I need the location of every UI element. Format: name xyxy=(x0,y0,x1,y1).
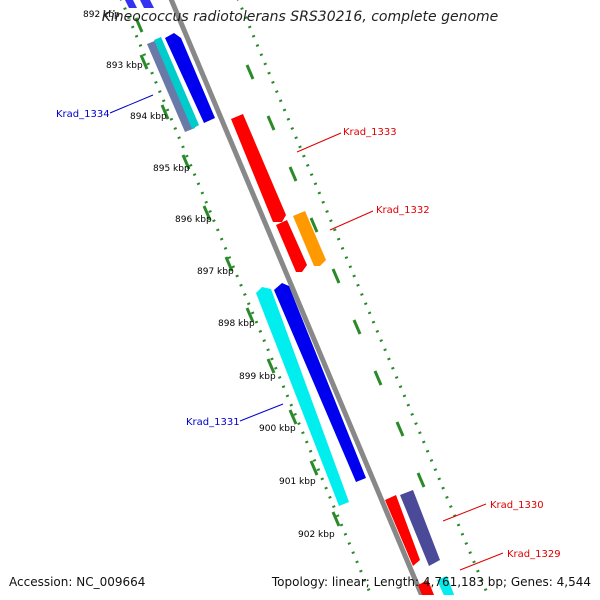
tick-label: 900 kbp xyxy=(259,424,296,434)
gene-label-krad-1329[interactable]: Krad_1329 xyxy=(507,549,561,560)
tick-label: 895 kbp xyxy=(153,164,190,174)
gene-krad-1333-cds-b[interactable] xyxy=(276,220,307,272)
leader-line-krad-1332 xyxy=(329,210,374,231)
tick-label: 896 kbp xyxy=(175,215,212,225)
genome-backbone xyxy=(168,0,425,595)
tick-label: 893 kbp xyxy=(106,61,143,71)
leader-line-krad-1334 xyxy=(109,94,154,114)
gene-label-krad-1333[interactable]: Krad_1333 xyxy=(343,127,397,138)
outer-left-dotted-track xyxy=(119,0,373,595)
gene-krad-1334-cds-blue[interactable] xyxy=(165,33,215,123)
tick-label: 894 kbp xyxy=(130,112,167,122)
gene-label-krad-1334[interactable]: Krad_1334 xyxy=(56,109,110,120)
tick-marks xyxy=(134,17,341,527)
gene-krad-1334-cds-cyan[interactable] xyxy=(154,37,199,129)
gene-krad-1329-cds[interactable] xyxy=(418,580,436,600)
tick-label: 897 kbp xyxy=(197,267,234,277)
tick-label: 901 kbp xyxy=(279,477,316,487)
genome-summary: Topology: linear; Length: 4,761,183 bp; … xyxy=(271,575,591,589)
genome-title: Kineococcus radiotolerans SRS30216, comp… xyxy=(101,9,499,25)
accession-label: Accession: NC_009664 xyxy=(9,575,146,589)
gene-feature-faded[interactable] xyxy=(140,0,154,8)
gene-label-krad-1331[interactable]: Krad_1331 xyxy=(186,417,240,428)
gene-krad-1333-cds[interactable] xyxy=(231,114,286,222)
gene-krad-1334-cds-slate[interactable] xyxy=(147,40,195,132)
gene-label-krad-1332[interactable]: Krad_1332 xyxy=(376,205,430,216)
gene-krad-1330-cds[interactable] xyxy=(385,495,420,566)
gene-krad-1331-cds-blue[interactable] xyxy=(274,283,366,482)
gene-krad-1332-cds[interactable] xyxy=(293,211,326,266)
tick-label: 892 kbp xyxy=(83,10,120,20)
leader-line-krad-1330 xyxy=(442,503,487,522)
gene-krad-1330-cds-slate[interactable] xyxy=(400,490,440,566)
outer-right-dotted-track xyxy=(236,0,490,595)
tick-label: 902 kbp xyxy=(298,530,335,540)
gene-krad-1331-cds-cyan[interactable] xyxy=(256,287,349,506)
leader-line-krad-1333 xyxy=(296,132,342,153)
gene-feature-faded[interactable] xyxy=(125,0,137,8)
tick-label: 899 kbp xyxy=(239,372,276,382)
tick-marks-right xyxy=(245,64,426,488)
gene-label-krad-1330[interactable]: Krad_1330 xyxy=(490,500,544,511)
tick-label: 898 kbp xyxy=(218,319,255,329)
gene-krad-1329-cds-cyan[interactable] xyxy=(437,576,456,600)
leader-line-krad-1331 xyxy=(239,403,284,422)
leader-line-krad-1329 xyxy=(459,552,504,571)
